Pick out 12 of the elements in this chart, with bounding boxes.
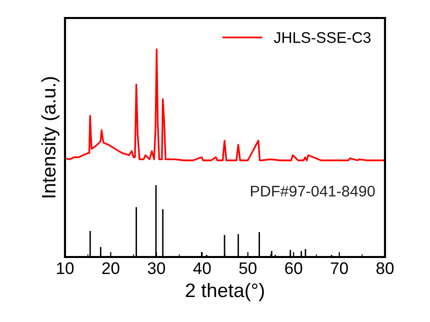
x-tick-label: 30 [148, 262, 166, 274]
x-tick-label: 20 [102, 262, 120, 274]
annotation: PDF#97-041-8490 [250, 186, 375, 197]
x-tick-label: 70 [330, 262, 348, 274]
x-tick-label: 50 [239, 262, 256, 274]
y-axis-title: Intensity (a.u.) [41, 77, 60, 198]
legend-label: JHLS-SSE-C3 [274, 32, 371, 43]
x-axis-title: 2 theta(°) [186, 282, 264, 302]
x-tick-label: 60 [285, 262, 302, 274]
x-tick-label: 80 [376, 262, 394, 274]
x-tick-label: 10 [57, 262, 74, 274]
x-tick-label: 40 [193, 262, 211, 274]
